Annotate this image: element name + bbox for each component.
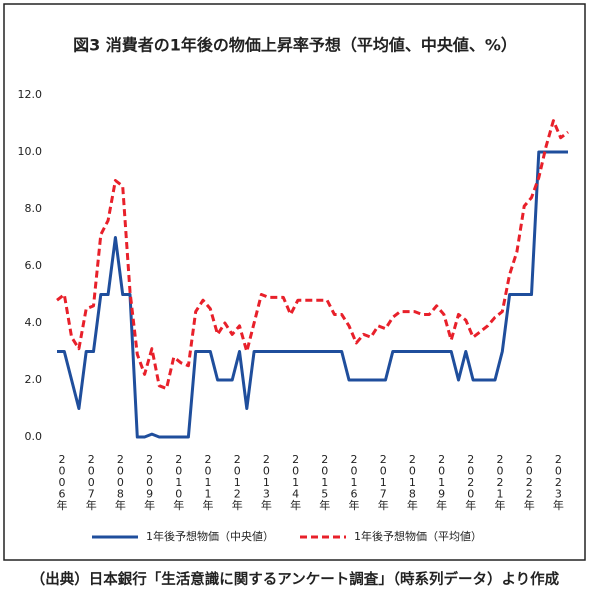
y-tick-label: 0.0 [25,430,43,443]
y-tick-label: 6.0 [25,259,43,272]
chart-frame [3,3,586,561]
source-note: （出典）日本銀行「生活意識に関するアンケート調査」（時系列データ）より作成 [31,570,560,588]
legend-label: 1年後予想物価（中央値） [146,529,274,543]
y-tick-label: 2.0 [25,373,43,386]
legend-label: 1年後予想物価（平均値） [354,529,482,543]
chart-title: 図3 消費者の1年後の物価上昇率予想（平均値、中央値、%） [73,36,517,55]
y-tick-label: 4.0 [25,316,43,329]
series-line [56,119,569,391]
y-tick-label: 12.0 [18,88,43,101]
series-line [57,150,568,439]
y-tick-label: 8.0 [25,202,43,215]
y-tick-label: 10.0 [18,145,43,158]
